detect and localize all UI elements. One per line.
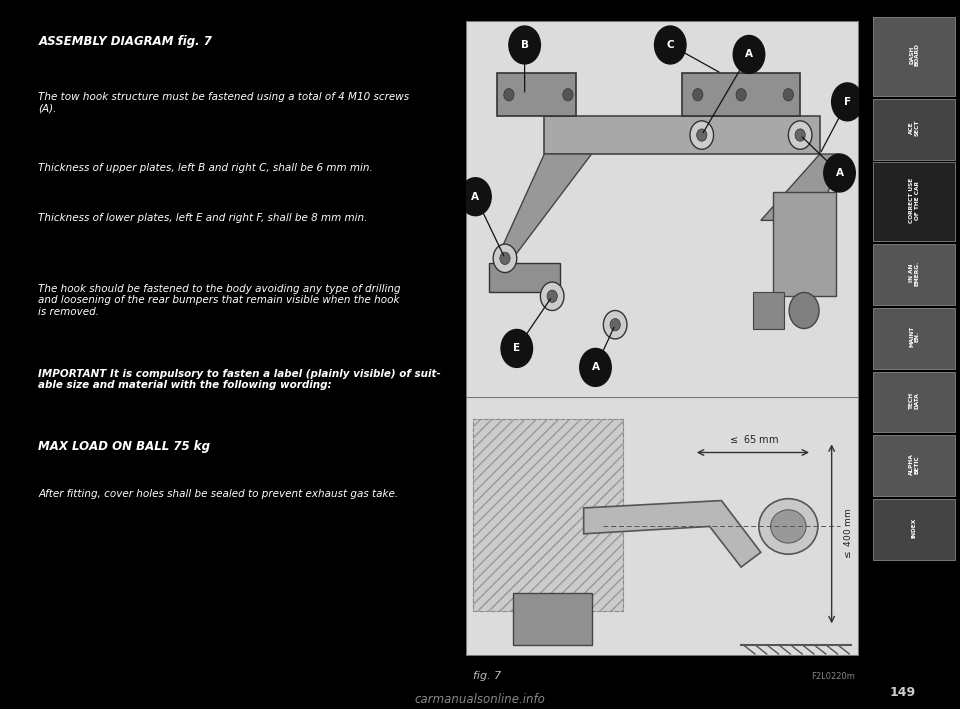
Text: ALPHA
BETIC: ALPHA BETIC [909,454,920,475]
Text: IN AN
EMERG.: IN AN EMERG. [909,260,920,286]
Circle shape [758,498,818,554]
Bar [473,419,623,611]
Text: INDEX: INDEX [912,518,917,538]
Text: IMPORTANT It is compulsory to fasten a label (plainly visible) of suit-
able siz: IMPORTANT It is compulsory to fasten a l… [38,369,442,390]
Text: A: A [591,362,599,372]
Bar [773,192,835,296]
Circle shape [580,348,612,386]
Bar [874,17,955,96]
Circle shape [655,26,686,64]
Text: F: F [844,97,851,107]
Text: The hook should be fastened to the body avoiding any type of drilling
and loosen: The hook should be fastened to the body … [38,284,401,317]
Polygon shape [761,154,839,220]
Bar [874,99,955,160]
Circle shape [501,330,533,367]
Text: MAX LOAD ON BALL 75 kg: MAX LOAD ON BALL 75 kg [38,440,210,452]
Bar [473,419,623,611]
Text: $\leq$ 400 mm: $\leq$ 400 mm [842,508,852,560]
Bar [490,263,560,291]
Circle shape [824,154,855,192]
Text: $\leq$ 65 mm: $\leq$ 65 mm [728,433,779,445]
Circle shape [547,290,558,303]
Circle shape [493,244,516,272]
Text: Thickness of lower plates, left E and right F, shall be 8 mm min.: Thickness of lower plates, left E and ri… [38,213,368,223]
Bar [874,308,955,369]
Bar [497,74,576,116]
Circle shape [504,89,514,101]
Circle shape [831,83,863,121]
Bar [874,372,955,432]
Circle shape [693,89,703,101]
Text: B: B [520,40,529,50]
Circle shape [563,89,573,101]
Polygon shape [584,501,761,567]
Bar [874,162,955,241]
Circle shape [509,26,540,64]
Circle shape [736,89,746,101]
Bar [874,499,955,560]
Circle shape [540,282,564,311]
Circle shape [604,311,627,339]
Text: MAINT
EN.: MAINT EN. [909,326,920,347]
Circle shape [733,35,765,74]
Text: The tow hook structure must be fastened using a total of 4 M10 screws
(A).: The tow hook structure must be fastened … [38,92,410,113]
Text: DASH
BOARD: DASH BOARD [909,43,920,67]
Text: carmanualsonline.info: carmanualsonline.info [415,693,545,706]
Text: A: A [471,191,479,201]
Text: CORRECT USE
OF THE CAR: CORRECT USE OF THE CAR [909,178,920,223]
Circle shape [697,129,707,141]
Circle shape [460,178,492,216]
Bar [874,435,955,496]
Text: After fitting, cover holes shall be sealed to prevent exhaust gas take.: After fitting, cover holes shall be seal… [38,489,398,499]
Text: E: E [514,343,520,353]
Circle shape [789,293,819,328]
Text: C: C [666,40,674,50]
Circle shape [771,510,806,543]
Text: fig. 7: fig. 7 [473,671,501,681]
Bar [513,593,591,644]
Text: ACE
SECT: ACE SECT [909,119,920,136]
Polygon shape [544,116,820,154]
Circle shape [610,318,620,331]
Circle shape [783,89,794,101]
Text: TECH
DATA: TECH DATA [909,392,920,409]
Text: Thickness of upper plates, left B and right C, shall be 6 mm min.: Thickness of upper plates, left B and ri… [38,163,373,173]
Text: ASSEMBLY DIAGRAM fig. 7: ASSEMBLY DIAGRAM fig. 7 [38,35,212,48]
Circle shape [690,121,713,150]
Circle shape [795,129,805,141]
Text: 149: 149 [889,686,916,699]
Circle shape [788,121,812,150]
Text: F2L0220m: F2L0220m [811,672,855,681]
Text: A: A [835,168,844,178]
Bar [682,74,801,116]
Polygon shape [497,154,591,258]
Bar [753,291,784,330]
Circle shape [500,252,510,264]
Text: A: A [745,50,753,60]
Bar [874,244,955,305]
